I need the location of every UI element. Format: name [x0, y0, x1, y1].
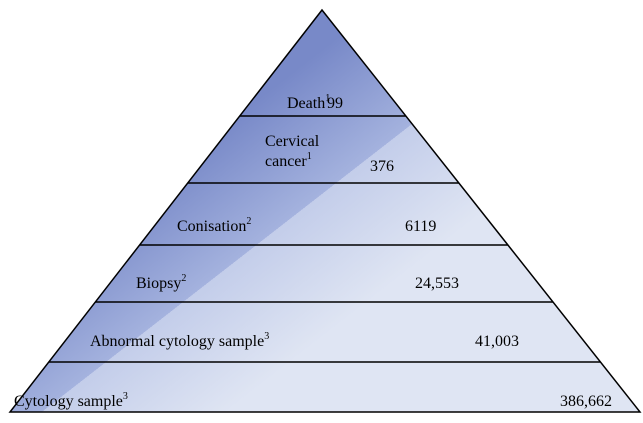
level-value: 41,003	[475, 333, 519, 350]
level-label: Abnormal cytology sample3	[90, 331, 269, 350]
level-value: 6119	[405, 218, 436, 235]
level-label: cancer1	[265, 151, 312, 170]
level-value: 376	[370, 158, 394, 175]
level-label: Biopsy2	[136, 273, 186, 292]
level-value: 24,553	[415, 275, 459, 292]
pyramid	[8, 8, 642, 413]
level-label: Death1	[287, 93, 330, 112]
level-label: Conisation2	[177, 216, 251, 235]
level-label: Cytology sample3	[14, 391, 128, 410]
level-label: Cervical	[265, 133, 320, 150]
level-value: 386,662	[560, 393, 612, 410]
level-value: 99	[327, 95, 343, 112]
